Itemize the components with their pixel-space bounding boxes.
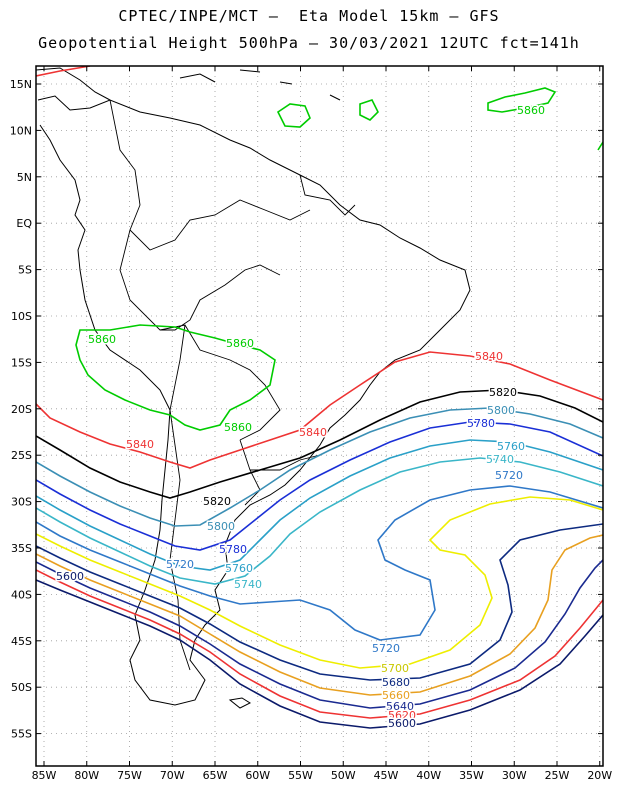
contour-label: 5820 (203, 495, 231, 508)
lon-label: 50W (331, 769, 356, 782)
contour-label: 5860 (224, 421, 252, 434)
contour-label: 5800 (207, 520, 235, 533)
contour-5620 (36, 569, 603, 719)
lon-label: 40W (416, 769, 441, 782)
lon-label: 35W (459, 769, 484, 782)
country-borders (109, 99, 356, 671)
contour-5700 (36, 496, 603, 669)
map-frame (35, 65, 604, 767)
lon-label: 60W (245, 769, 270, 782)
contour-5600 (36, 579, 603, 729)
contour-label: 5740 (234, 578, 262, 591)
axis-ticks (36, 66, 603, 766)
contour-5860-central (75, 324, 276, 431)
lat-label: 50S (11, 681, 32, 694)
contour-label: 5760 (497, 440, 525, 453)
lon-label: 65W (203, 769, 228, 782)
contour-label: 5840 (299, 426, 327, 439)
contour-5860-atlantic (487, 87, 603, 151)
lon-label: 30W (502, 769, 527, 782)
contour-5820 (36, 389, 603, 499)
lat-label: 5S (18, 264, 32, 277)
contour-label: 5760 (225, 562, 253, 575)
contour-label-layer: 5860 5860 5860 5860 5840 5840 5840 5820 … (55, 103, 547, 732)
contour-label: 5780 (219, 543, 247, 556)
lat-label: 15N (10, 78, 32, 91)
caribbean-islands (179, 69, 341, 101)
coastline-layer (36, 67, 471, 709)
contour-label: 5720 (372, 642, 400, 655)
longitude-labels: 85W 80W 75W 70W 65W 60W 55W 50W 45W 40W 35W 30W 25W 2… (32, 769, 613, 782)
contour-5640 (36, 559, 603, 709)
lat-label: 35S (11, 542, 32, 555)
lat-lon-grid (36, 66, 603, 766)
lat-label: 30S (11, 496, 32, 509)
lat-label: 10S (11, 310, 32, 323)
contour-label: 5700 (381, 662, 409, 675)
contour-label: 5820 (489, 386, 517, 399)
contour-layer (36, 66, 603, 729)
map-subtitle: Geopotential Height 500hPa – 30/03/2021 … (38, 34, 580, 52)
contour-label: 5620 (388, 709, 416, 722)
lon-label: 45W (374, 769, 399, 782)
contour-5720-main (36, 485, 603, 641)
lat-label: EQ (16, 217, 32, 230)
contour-label: 5860 (88, 333, 116, 346)
contour-label: 5720 (495, 469, 523, 482)
contour-label: 5740 (486, 453, 514, 466)
contour-label: 5720 (166, 558, 194, 571)
lon-label: 75W (117, 769, 142, 782)
lon-label: 85W (32, 769, 57, 782)
lat-label: 20S (11, 403, 32, 416)
contour-label: 5600 (56, 570, 84, 583)
central-america-coast (36, 67, 111, 101)
contour-5660 (36, 534, 603, 696)
contour-label: 5600 (388, 717, 416, 730)
contour-label: 5800 (487, 404, 515, 417)
contour-5740 (36, 457, 603, 585)
contour-label: 5840 (475, 350, 503, 363)
contour-5860-caribbean (276, 99, 379, 128)
lat-label: 40S (11, 588, 32, 601)
contour-label: 5640 (386, 700, 414, 713)
contour-5840 (36, 351, 603, 469)
contour-label: 5660 (382, 689, 410, 702)
lon-label: 55W (288, 769, 313, 782)
latitude-labels: 15N 10N 5N EQ 5S 10S 15S 20S 25S 30S 35S 40S 45S 50S 5… (10, 78, 33, 741)
lat-label: 55S (11, 728, 32, 741)
contour-5760 (36, 439, 603, 571)
lon-label: 25W (545, 769, 570, 782)
contour-label: 5860 (517, 104, 545, 117)
lat-label: 5N (17, 171, 32, 184)
lat-label: 45S (11, 635, 32, 648)
contour-label: 5780 (467, 417, 495, 430)
lat-label: 15S (11, 356, 32, 369)
contour-5780 (36, 421, 603, 551)
contour-5800 (36, 407, 603, 527)
falkland-islands (228, 697, 252, 709)
contour-5680 (36, 523, 603, 681)
lon-label: 80W (74, 769, 99, 782)
contour-label: 5860 (226, 337, 254, 350)
contour-5840-top (36, 66, 91, 77)
south-america-coastline (37, 95, 471, 706)
lat-label: 10N (10, 124, 32, 137)
lon-label: 70W (160, 769, 185, 782)
contour-label: 5680 (382, 676, 410, 689)
lat-label: 25S (11, 449, 32, 462)
lon-label: 20W (587, 769, 612, 782)
contour-label: 5840 (126, 438, 154, 451)
map-title: CPTEC/INPE/MCT – Eta Model 15km – GFS (118, 7, 500, 25)
